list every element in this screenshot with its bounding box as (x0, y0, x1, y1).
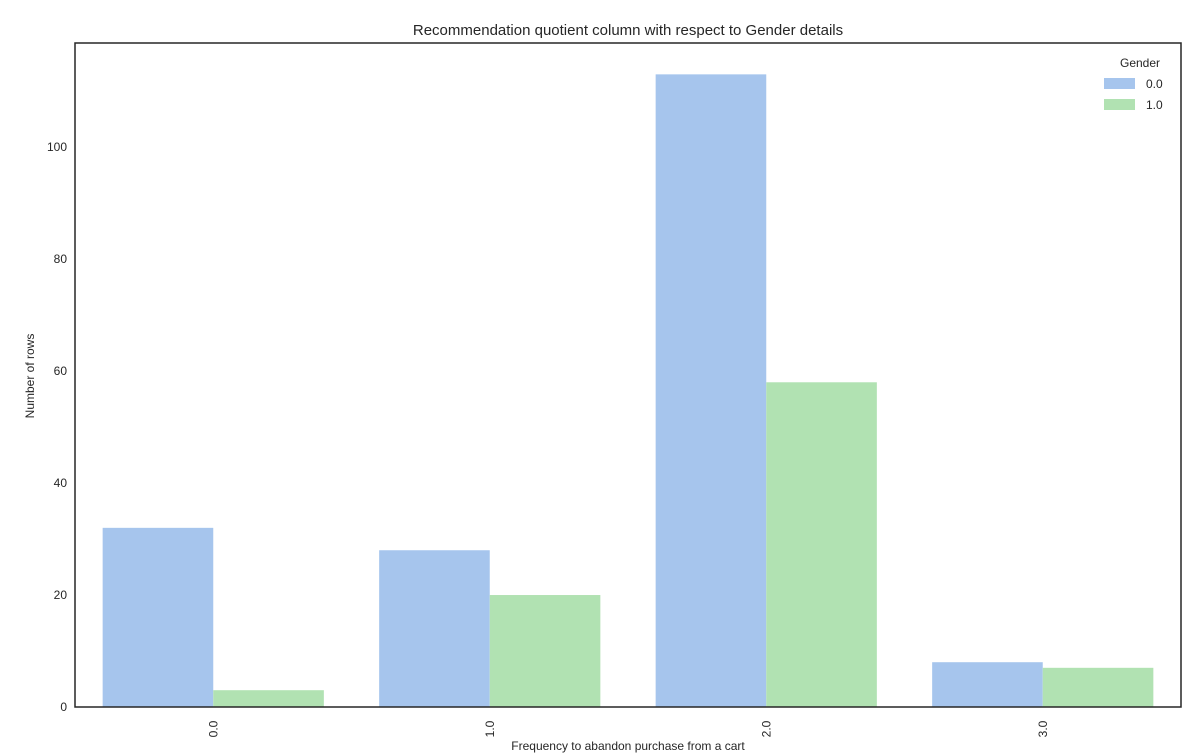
x-axis-ticks: 0.0 1.0 2.0 3.0 (206, 720, 1050, 737)
legend-swatch-1.0 (1104, 99, 1135, 110)
bar-2.0-gender-1.0 (766, 382, 877, 707)
legend: Gender 0.0 1.0 (1104, 56, 1163, 112)
bar-1.0-gender-0.0 (379, 550, 490, 707)
bar-3.0-gender-0.0 (932, 662, 1043, 707)
y-tick-label: 20 (54, 588, 68, 602)
y-axis-ticks: 0 20 40 60 80 100 (47, 140, 67, 714)
chart-title: Recommendation quotient column with resp… (413, 22, 843, 39)
bar-1.0-gender-1.0 (489, 595, 601, 707)
x-tick-label: 3.0 (1036, 720, 1050, 737)
y-tick-label: 60 (54, 364, 68, 378)
x-tick-label: 2.0 (759, 720, 773, 737)
legend-swatch-0.0 (1104, 78, 1135, 89)
y-tick-label: 80 (54, 252, 68, 266)
bars-group (102, 74, 1154, 708)
bar-2.0-gender-0.0 (655, 74, 767, 708)
bar-0.0-gender-0.0 (102, 527, 214, 707)
y-axis-label: Number of rows (23, 334, 37, 419)
legend-label-0.0: 0.0 (1146, 77, 1163, 91)
legend-title: Gender (1120, 56, 1160, 70)
y-tick-label: 0 (60, 700, 67, 714)
plot-frame (74, 42, 1182, 708)
bar-0.0-gender-1.0 (213, 690, 324, 707)
bar-3.0-gender-1.0 (1042, 667, 1154, 707)
legend-label-1.0: 1.0 (1146, 98, 1163, 112)
x-tick-label: 1.0 (483, 720, 497, 737)
x-tick-label: 0.0 (206, 720, 220, 737)
y-tick-label: 40 (54, 476, 68, 490)
x-axis-label: Frequency to abandon purchase from a car… (511, 739, 745, 753)
y-tick-label: 100 (47, 140, 67, 154)
